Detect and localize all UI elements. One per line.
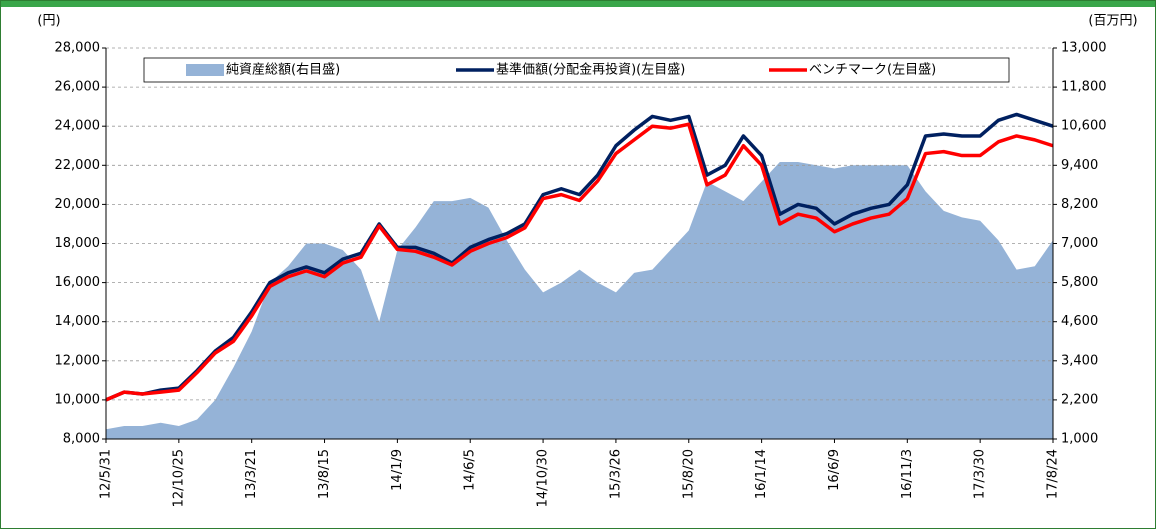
y-tick-label: 14,000	[55, 314, 101, 329]
x-tick-label: 16/1/14	[754, 449, 769, 499]
y-tick-label: 16,000	[55, 275, 101, 290]
legend-label: 基準価額(分配金再投資)(左目盛)	[496, 62, 685, 78]
y2-tick-label: 5,800	[1061, 275, 1098, 290]
y-tick-label: 8,000	[63, 432, 100, 447]
y2-tick-label: 9,400	[1061, 158, 1098, 173]
y-tick-label: 26,000	[55, 80, 101, 95]
legend: 純資産総額(右目盛) 基準価額(分配金再投資)(左目盛) ベンチマーク(左目盛)	[143, 57, 1010, 83]
y2-tick-label: 3,400	[1061, 353, 1098, 368]
y2-tick-label: 8,200	[1061, 197, 1098, 212]
line-series	[105, 122, 1054, 402]
legend-label: ベンチマーク(左目盛)	[809, 63, 936, 78]
x-tick-label: 16/6/9	[827, 449, 842, 491]
x-tick-label: 12/5/31	[99, 449, 114, 499]
legend-swatch	[186, 64, 224, 76]
y2-tick-label: 11,800	[1061, 80, 1107, 95]
y2-tick-label: 13,000	[1061, 41, 1107, 56]
area-series	[106, 162, 1053, 439]
y2-tick-label: 1,000	[1061, 432, 1098, 447]
x-tick-label: 12/10/25	[171, 449, 186, 507]
x-tick-label: 13/8/15	[317, 449, 332, 499]
x-tick-label: 15/3/26	[608, 449, 623, 499]
y-tick-label: 10,000	[55, 392, 101, 407]
x-tick-label: 17/3/30	[973, 449, 988, 499]
y-tick-label: 28,000	[55, 41, 101, 56]
y-tick-label: 24,000	[55, 119, 101, 134]
x-tick-label: 17/8/24	[1046, 449, 1061, 499]
y-tick-label: 22,000	[55, 158, 101, 173]
y-tick-label: 20,000	[55, 197, 101, 212]
x-tick-label: 14/6/5	[463, 449, 478, 491]
y2-tick-label: 7,000	[1061, 236, 1098, 251]
legend-box	[143, 57, 1010, 83]
legend-label: 純資産総額(右目盛)	[226, 62, 340, 78]
y-tick-label: 12,000	[55, 353, 101, 368]
y2-tick-label: 2,200	[1061, 392, 1098, 407]
header-bar	[1, 1, 1155, 7]
x-tick-label: 13/3/21	[244, 449, 259, 499]
y-tick-label: 18,000	[55, 236, 101, 251]
x-tick-label: 16/11/3	[900, 449, 915, 499]
y2-tick-label: 10,600	[1061, 119, 1107, 134]
x-tick-label: 15/8/20	[681, 449, 696, 499]
line-series	[105, 112, 1054, 402]
x-tick-label: 14/10/30	[536, 449, 551, 507]
y-axis-label: (円)	[37, 14, 60, 29]
y2-tick-label: 4,600	[1061, 314, 1098, 329]
y2-axis-label: (百万円)	[1088, 14, 1137, 29]
x-tick-label: 14/1/9	[390, 449, 405, 491]
